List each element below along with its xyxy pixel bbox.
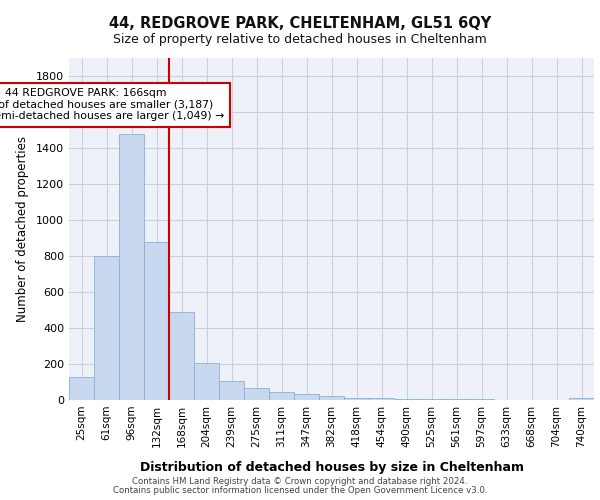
Bar [144,242,169,400]
Bar [94,256,119,400]
Y-axis label: Number of detached properties: Number of detached properties [16,136,29,322]
X-axis label: Distribution of detached houses by size in Cheltenham: Distribution of detached houses by size … [139,461,523,474]
Bar [369,398,394,400]
Bar [69,378,94,400]
Bar [169,312,194,400]
Bar [269,392,294,400]
Text: 44, REDGROVE PARK, CHELTENHAM, GL51 6QY: 44, REDGROVE PARK, CHELTENHAM, GL51 6QY [109,16,491,31]
Text: Contains HM Land Registry data © Crown copyright and database right 2024.: Contains HM Land Registry data © Crown c… [132,477,468,486]
Bar [294,394,319,400]
Text: 44 REDGROVE PARK: 166sqm
← 75% of detached houses are smaller (3,187)
25% of sem: 44 REDGROVE PARK: 166sqm ← 75% of detach… [0,88,224,122]
Bar [344,398,369,400]
Bar [569,398,594,400]
Bar [219,381,244,400]
Bar [419,399,444,400]
Text: Size of property relative to detached houses in Cheltenham: Size of property relative to detached ho… [113,32,487,46]
Bar [194,363,219,400]
Text: Contains public sector information licensed under the Open Government Licence v3: Contains public sector information licen… [113,486,487,495]
Bar [319,396,344,400]
Bar [394,398,419,400]
Bar [244,388,269,400]
Bar [119,134,144,400]
